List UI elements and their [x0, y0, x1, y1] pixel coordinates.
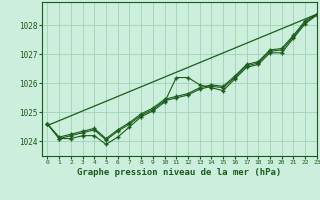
X-axis label: Graphe pression niveau de la mer (hPa): Graphe pression niveau de la mer (hPa) — [77, 168, 281, 177]
